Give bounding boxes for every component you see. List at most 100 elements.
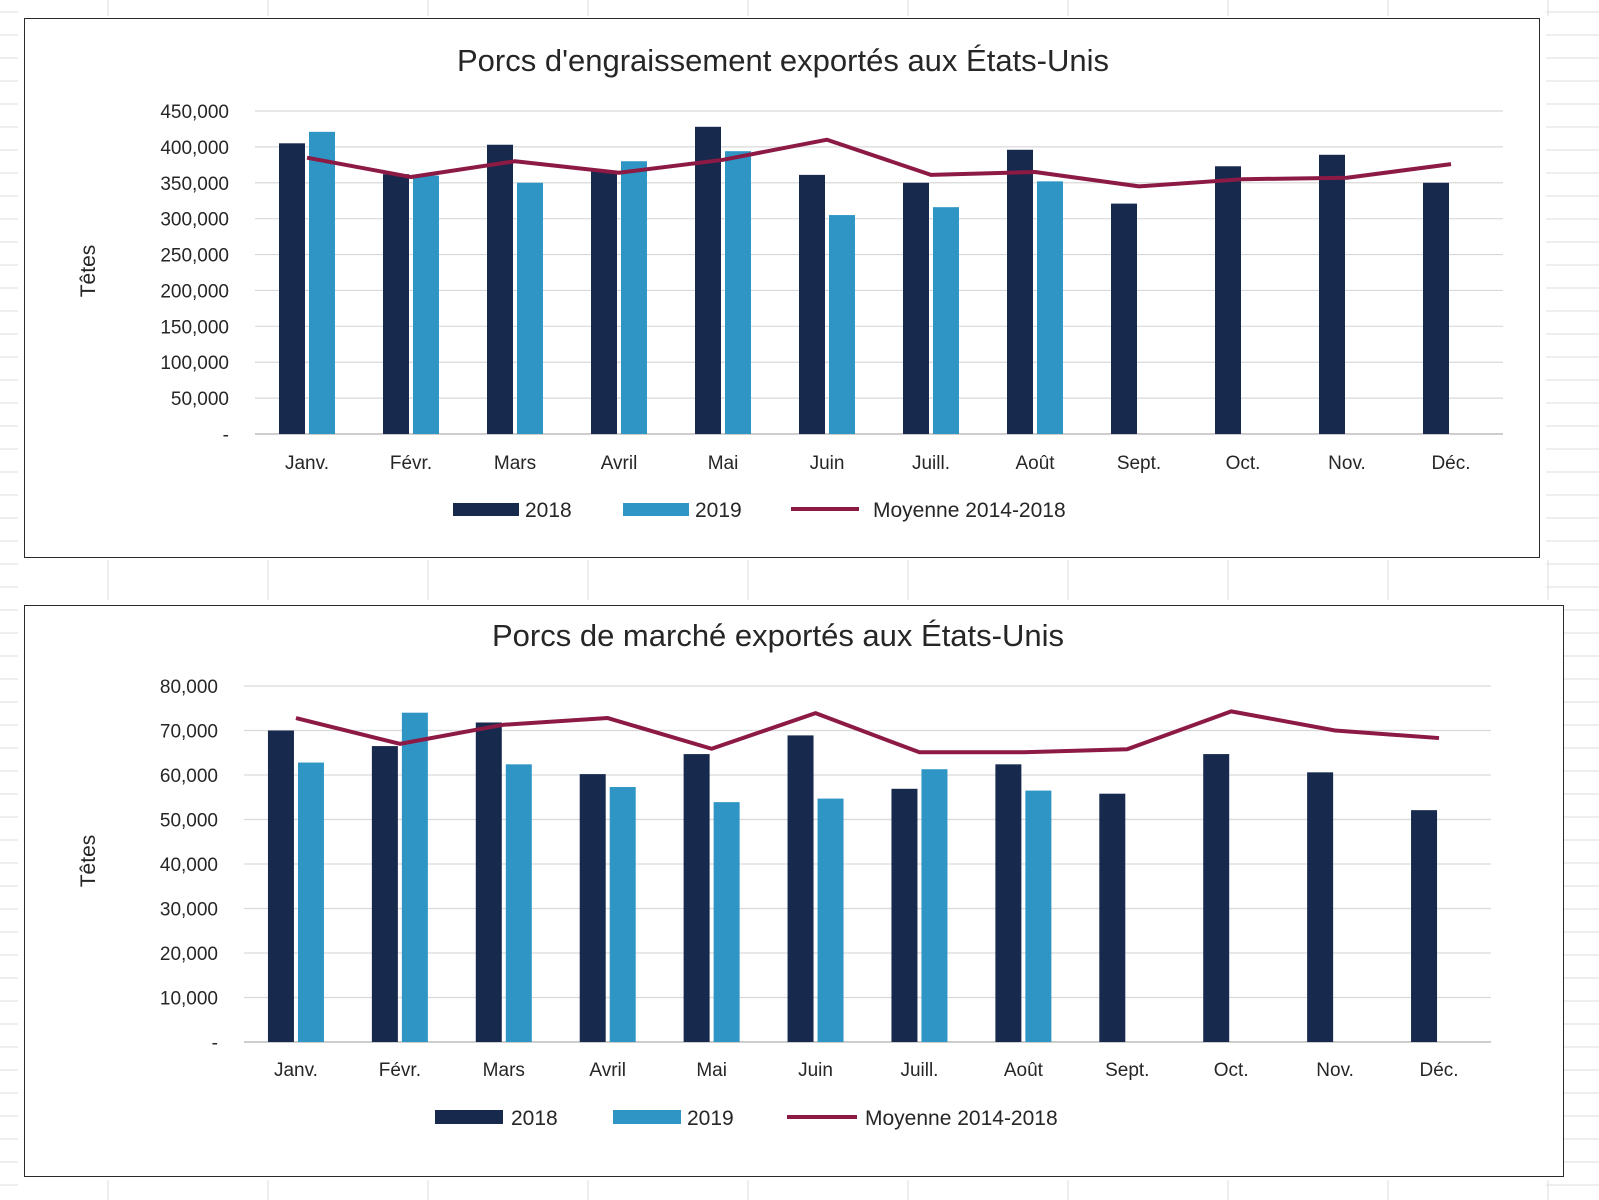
x-tick-label: Mars: [483, 1060, 525, 1081]
y-tick-label: 30,000: [160, 900, 218, 921]
bar-2018-4: [579, 774, 606, 1042]
bar-2018-6: [799, 174, 825, 435]
legend-swatch-2019: [623, 503, 689, 516]
x-tick-label: Janv.: [274, 1060, 318, 1081]
bar-2019-5: [725, 151, 751, 434]
legend: 2018 2019 Moyenne 2014-2018: [435, 1107, 1058, 1130]
x-tick-label: Mars: [494, 453, 536, 474]
bar-2018-3: [487, 144, 513, 434]
y-tick-label: 250,000: [160, 246, 229, 267]
bar-2018-10: [1203, 754, 1230, 1042]
bar-2019-7: [921, 769, 948, 1042]
y-tick-label: 50,000: [160, 811, 218, 832]
legend-label-average: Moyenne 2014-2018: [873, 499, 1066, 522]
bar-2018-1: [267, 730, 294, 1042]
x-tick-label: Oct.: [1214, 1060, 1249, 1081]
bar-2018-11: [1319, 154, 1345, 435]
legend-swatch-2018: [435, 1110, 503, 1124]
y-tick-label: 70,000: [160, 722, 218, 743]
bar-2018-7: [891, 788, 918, 1042]
bar-2019-5: [713, 802, 740, 1042]
gridlines: [255, 110, 1503, 435]
y-tick-label: 80,000: [160, 677, 218, 698]
bar-2018-5: [695, 126, 721, 435]
x-tick-label: Sept.: [1105, 1060, 1149, 1081]
bar-2018-3: [475, 722, 502, 1042]
legend-label-2019: 2019: [695, 499, 742, 522]
x-tick-label: Mai: [696, 1060, 727, 1081]
bar-2018-12: [1411, 810, 1438, 1042]
chart-title: Porcs d'engraissement exportés aux États…: [457, 43, 1109, 78]
x-tick-label: Juill.: [900, 1060, 938, 1081]
chart-market-pigs: Porcs de marché exportés aux États-Unis …: [24, 605, 1564, 1177]
legend-swatch-2018: [453, 503, 519, 516]
chart-fattening-pigs: Porcs d'engraissement exportés aux États…: [24, 18, 1540, 558]
legend-label-2019: 2019: [687, 1107, 734, 1130]
legend-label-2018: 2018: [525, 499, 572, 522]
x-tick-label: Févr.: [390, 453, 432, 474]
bar-2018-8: [1007, 149, 1033, 434]
average-line: [306, 137, 1452, 189]
bar-2018-2: [383, 174, 409, 435]
y-axis-label: Têtes: [77, 835, 100, 888]
y-tick-label: 20,000: [160, 944, 218, 965]
y-tick-label: 100,000: [160, 353, 229, 374]
bar-2018-8: [995, 764, 1022, 1042]
y-tick-label: 200,000: [160, 281, 229, 302]
bar-2019-1: [297, 762, 324, 1042]
x-tick-label: Juill.: [912, 453, 950, 474]
y-tick-label: 40,000: [160, 855, 218, 876]
bar-2019-1: [309, 131, 335, 434]
chart-title: Porcs de marché exportés aux États-Unis: [492, 618, 1064, 653]
x-tick-label: Sept.: [1117, 453, 1161, 474]
bar-2018-9: [1111, 203, 1137, 434]
bar-2018-9: [1099, 793, 1126, 1042]
bar-2019-3: [505, 764, 532, 1042]
y-tick-label: -: [223, 425, 229, 446]
x-tick-label: Nov.: [1316, 1060, 1354, 1081]
legend-label-average: Moyenne 2014-2018: [865, 1107, 1058, 1130]
x-tick-label: Déc.: [1431, 453, 1470, 474]
bar-2018-4: [591, 171, 617, 434]
y-tick-label: -: [212, 1033, 218, 1054]
y-tick-label: 400,000: [160, 138, 229, 159]
chart-market-pigs-svg: Porcs de marché exportés aux États-Unis …: [77, 618, 1491, 1130]
x-tick-label: Janv.: [285, 453, 329, 474]
bar-2018-7: [903, 182, 929, 434]
x-tick-label: Juin: [810, 453, 845, 474]
bar-2018-10: [1215, 166, 1241, 434]
bar-2018-11: [1307, 772, 1334, 1042]
bar-2019-2: [401, 712, 428, 1042]
x-tick-label: Mai: [708, 453, 739, 474]
bar-2018-2: [371, 746, 398, 1042]
bar-2018-6: [787, 735, 814, 1042]
bar-2019-6: [829, 215, 855, 434]
bar-2018-5: [683, 754, 710, 1042]
bar-2019-4: [621, 161, 647, 434]
y-tick-label: 10,000: [160, 989, 218, 1010]
bar-2019-3: [517, 182, 543, 434]
y-tick-label: 150,000: [160, 317, 229, 338]
y-tick-label: 60,000: [160, 766, 218, 787]
legend-swatch-2019: [613, 1110, 681, 1124]
bar-2019-8: [1037, 181, 1063, 434]
x-tick-label: Avril: [601, 453, 638, 474]
x-tick-label: Avril: [589, 1060, 626, 1081]
y-tick-label: 300,000: [160, 210, 229, 231]
x-tick-label: Oct.: [1226, 453, 1261, 474]
x-tick-label: Nov.: [1328, 453, 1366, 474]
x-tick-label: Févr.: [379, 1060, 421, 1081]
y-tick-label: 50,000: [171, 389, 229, 410]
x-tick-label: Août: [1004, 1060, 1044, 1081]
bar-2019-7: [933, 207, 959, 434]
y-axis-label: Têtes: [77, 245, 100, 298]
bar-2019-6: [817, 798, 844, 1042]
bar-2019-8: [1025, 790, 1052, 1042]
bar-2019-2: [413, 175, 439, 434]
y-tick-label: 350,000: [160, 174, 229, 195]
average-line: [295, 709, 1440, 755]
legend: 2018 2019 Moyenne 2014-2018: [453, 499, 1066, 522]
chart-fattening-pigs-svg: Porcs d'engraissement exportés aux États…: [77, 43, 1503, 522]
x-tick-label: Déc.: [1420, 1060, 1459, 1081]
